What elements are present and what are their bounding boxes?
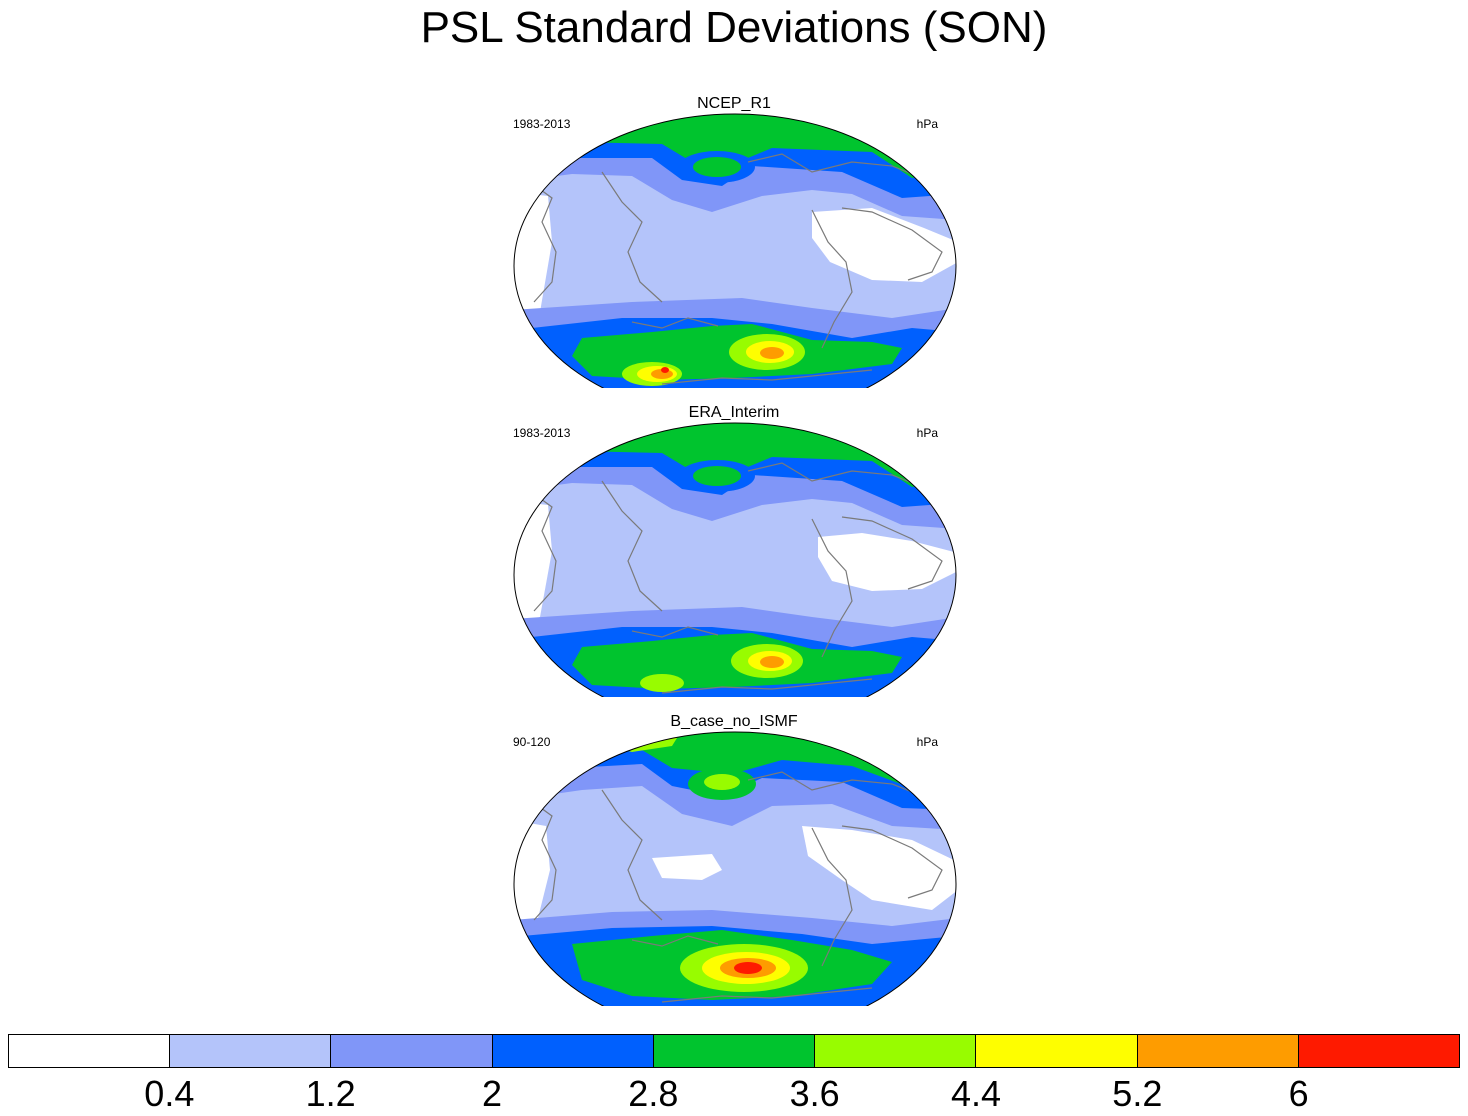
contour-fill-4p4 xyxy=(704,774,740,790)
map-border xyxy=(513,422,957,697)
coastlines xyxy=(529,771,943,1003)
contour-fill-0p4 xyxy=(652,854,722,880)
colorbar-tick-label: 6 xyxy=(1288,1073,1309,1114)
colorbar-box xyxy=(1298,1035,1459,1067)
contour-fill-max xyxy=(661,367,669,373)
contour-fill-6p0 xyxy=(760,656,784,668)
colorbar-box xyxy=(9,1035,171,1067)
map-border xyxy=(513,113,957,388)
colorbar-tick-label: 2.8 xyxy=(628,1073,679,1114)
contour-fill-0p4 xyxy=(802,826,956,910)
coastlines xyxy=(529,153,943,385)
colorbar-tick-label: 0.4 xyxy=(144,1073,195,1114)
map-plot xyxy=(513,731,957,1006)
map-plot xyxy=(513,422,957,697)
colorbar-box xyxy=(976,1035,1138,1067)
contour-fill-3p6 xyxy=(693,466,741,486)
panel-period-label: 90-120 xyxy=(513,735,551,749)
map-plot xyxy=(513,113,957,388)
map-panel-1: NCEP_R1 1983-2013 hPa xyxy=(505,95,963,395)
colorbar-tick-label: 1.2 xyxy=(305,1073,356,1114)
contour-fill-0p4 xyxy=(812,208,956,282)
panel-period-label: 1983-2013 xyxy=(513,117,571,131)
panel-units-label: hPa xyxy=(916,426,938,440)
coastlines xyxy=(529,462,943,694)
colorbar-box xyxy=(1137,1035,1299,1067)
colorbar xyxy=(8,1034,1460,1068)
panel-title: NCEP_R1 xyxy=(697,95,771,112)
colorbar-box xyxy=(331,1035,493,1067)
contour-fill-0p4 xyxy=(514,820,550,934)
contour-fill-4p4 xyxy=(640,674,684,692)
colorbar-tick-label: 3.6 xyxy=(789,1073,840,1114)
colorbar-tick-label: 5.2 xyxy=(1112,1073,1163,1114)
panel-units-label: hPa xyxy=(916,117,938,131)
map-border xyxy=(513,731,957,1006)
panel-units-label: hPa xyxy=(916,735,938,749)
figure-title: PSL Standard Deviations (SON) xyxy=(420,3,1048,52)
colorbar-box xyxy=(653,1035,816,1067)
colorbar-box xyxy=(815,1035,977,1067)
panel-title: B_case_no_ISMF xyxy=(670,713,798,730)
panel-title: ERA_Interim xyxy=(688,404,780,421)
colorbar-tick-label: 4.4 xyxy=(950,1073,1002,1114)
panel-period-label: 1983-2013 xyxy=(513,426,571,440)
colorbar-box xyxy=(170,1035,332,1067)
contour-fill-3p6 xyxy=(693,157,741,177)
contour-fill-6p0 xyxy=(760,347,784,359)
colorbar-box xyxy=(492,1035,654,1067)
contour-fill-max xyxy=(734,962,762,974)
colorbar-tick-label: 2 xyxy=(481,1073,503,1114)
map-panel-3: B_case_no_ISMF 90-120 hPa xyxy=(505,713,963,1013)
map-panel-2: ERA_Interim 1983-2013 hPa xyxy=(505,404,963,704)
